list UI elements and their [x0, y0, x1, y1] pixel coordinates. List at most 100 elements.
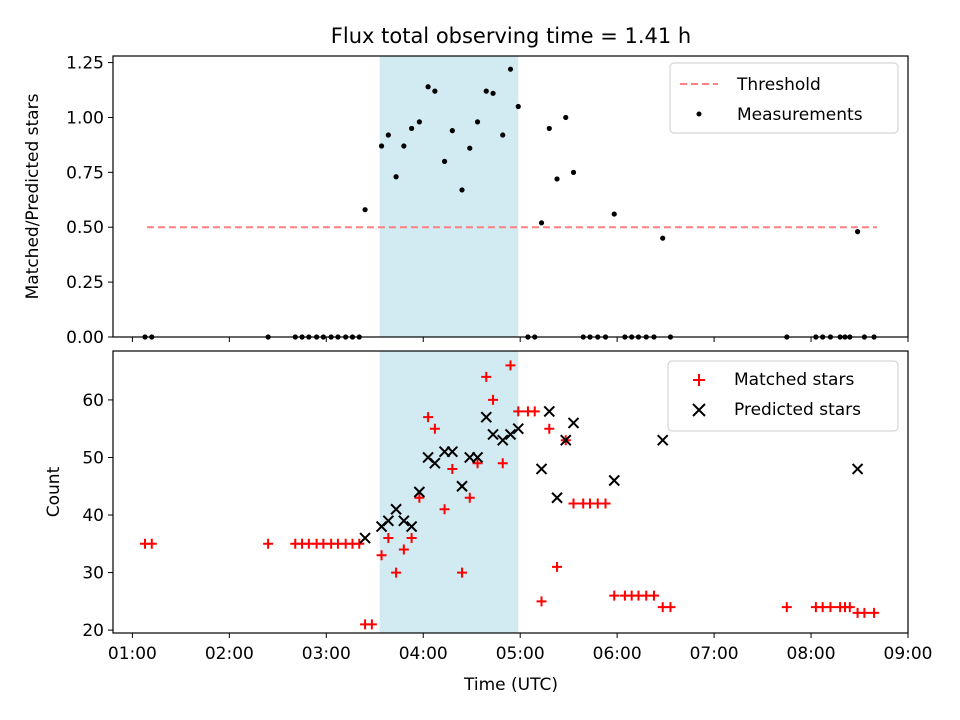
count-y-tick-label: 40	[82, 506, 104, 526]
count-y-tick-label: 20	[82, 621, 104, 641]
measurement-point	[474, 119, 481, 125]
matched-star-point	[429, 423, 440, 434]
legend-matched-swatch	[693, 374, 705, 386]
ratio-y-tick-label: 0.00	[66, 328, 104, 348]
predicted-star-point	[560, 434, 572, 446]
measurement-point	[660, 235, 666, 241]
ratio-y-axis-label: Matched/Predicted stars	[23, 93, 43, 299]
measurement-point	[378, 143, 385, 149]
matched-star-point	[439, 504, 450, 515]
measurement-point	[611, 211, 617, 217]
predicted-star-point	[657, 434, 669, 446]
predicted-star-point	[512, 422, 524, 435]
measurement-point	[393, 174, 399, 180]
x-tick-label: 08:00	[787, 644, 836, 664]
measurement-point	[854, 229, 861, 235]
matched-star-point	[600, 498, 611, 509]
matched-star-point	[609, 590, 620, 601]
measurement-point	[467, 145, 473, 151]
ratio-legend: Threshold Measurements	[669, 62, 899, 134]
measurement-point	[483, 88, 489, 94]
measurement-point	[416, 119, 422, 125]
matched-star-point	[414, 492, 425, 503]
predicted-star-point	[429, 457, 441, 469]
predicted-star-point	[543, 405, 555, 418]
matched-star-point	[859, 607, 870, 618]
matched-star-point	[481, 371, 492, 382]
legend-measurements-label: Measurements	[737, 105, 863, 125]
matched-star-point	[552, 561, 563, 572]
measurement-point	[554, 176, 560, 182]
predicted-star-point	[851, 463, 864, 475]
count-axes-frame	[112, 350, 909, 634]
x-tick-label: 07:00	[690, 644, 739, 664]
matched-star-point	[488, 394, 499, 405]
matched-star-point	[366, 619, 377, 630]
predicted-star-point	[456, 480, 468, 492]
matched-star-point	[457, 567, 468, 578]
count-y-tick-label: 50	[82, 448, 104, 468]
matched-star-point	[497, 458, 508, 469]
predicted-star-point	[535, 463, 548, 475]
x-tick-label: 04:00	[399, 644, 448, 664]
ratio-y-tick-label: 1.25	[66, 54, 104, 74]
ratio-shaded-window	[379, 56, 519, 337]
legend-threshold-label: Threshold	[736, 75, 821, 95]
predicted-star-point	[359, 532, 371, 544]
ratio-y-tick-label: 0.75	[66, 163, 104, 183]
measurement-point	[507, 66, 514, 72]
measurement-point	[425, 84, 431, 90]
matched-star-point	[391, 567, 402, 578]
x-tick-label: 03:00	[302, 644, 351, 664]
matched-star-point	[513, 406, 524, 417]
predicted-star-point	[487, 428, 499, 441]
matched-star-point	[423, 412, 434, 423]
legend-measurements-swatch	[696, 111, 702, 117]
predicted-star-point	[446, 446, 459, 458]
predicted-star-point	[551, 492, 563, 504]
matched-star-point	[472, 458, 483, 469]
matched-star-point	[781, 602, 792, 613]
legend-predicted-label: Predicted stars	[734, 400, 861, 420]
measurement-point	[385, 132, 391, 138]
matched-star-point	[648, 590, 659, 601]
count-shaded-window	[379, 351, 519, 633]
count-legend: Matched stars Predicted stars	[667, 360, 899, 432]
count-legend-box	[667, 360, 899, 432]
matched-star-point	[464, 492, 475, 503]
measurement-point	[401, 143, 407, 149]
matched-star-point	[398, 544, 409, 555]
predicted-star-point	[608, 474, 620, 487]
x-tick-label: 05:00	[496, 644, 545, 664]
measurement-point	[563, 114, 569, 121]
matched-star-point	[354, 538, 365, 549]
matched-star-point	[536, 596, 547, 607]
x-tick-label: 02:00	[205, 644, 254, 664]
count-y-tick-label: 60	[82, 391, 104, 411]
matched-star-point	[844, 602, 855, 613]
count-y-axis-label: Count	[44, 466, 64, 517]
x-tick-label: 01:00	[108, 644, 157, 664]
matched-star-point	[406, 533, 417, 544]
predicted-star-point	[398, 515, 410, 527]
count-panel: 20 30 40 50 60 01:00 02:00 03:00 04:00 05:00 06:0…	[44, 350, 933, 695]
x-tick-label: 06:00	[593, 644, 642, 664]
measurement-point	[432, 88, 438, 94]
matched-star-point	[447, 463, 458, 474]
matched-star-point	[544, 423, 555, 434]
ratio-y-tick-label: 1.00	[66, 108, 104, 128]
legend-predicted-swatch	[692, 403, 706, 417]
matched-star-point	[505, 360, 516, 371]
ratio-y-tick-label: 0.25	[66, 273, 104, 293]
matched-star-point	[146, 538, 157, 549]
measurement-point	[441, 158, 448, 164]
matched-star-point	[383, 533, 394, 544]
predicted-star-point	[382, 515, 395, 527]
matched-star-point	[529, 406, 540, 417]
measurement-point	[362, 207, 368, 213]
measurement-point	[490, 90, 496, 96]
measurement-point	[500, 132, 506, 138]
ratio-axes-frame	[112, 55, 909, 338]
ratio-panel: 0.00 0.25 0.50 0.75 1.00 1.25 Matched/Predict…	[23, 54, 909, 348]
